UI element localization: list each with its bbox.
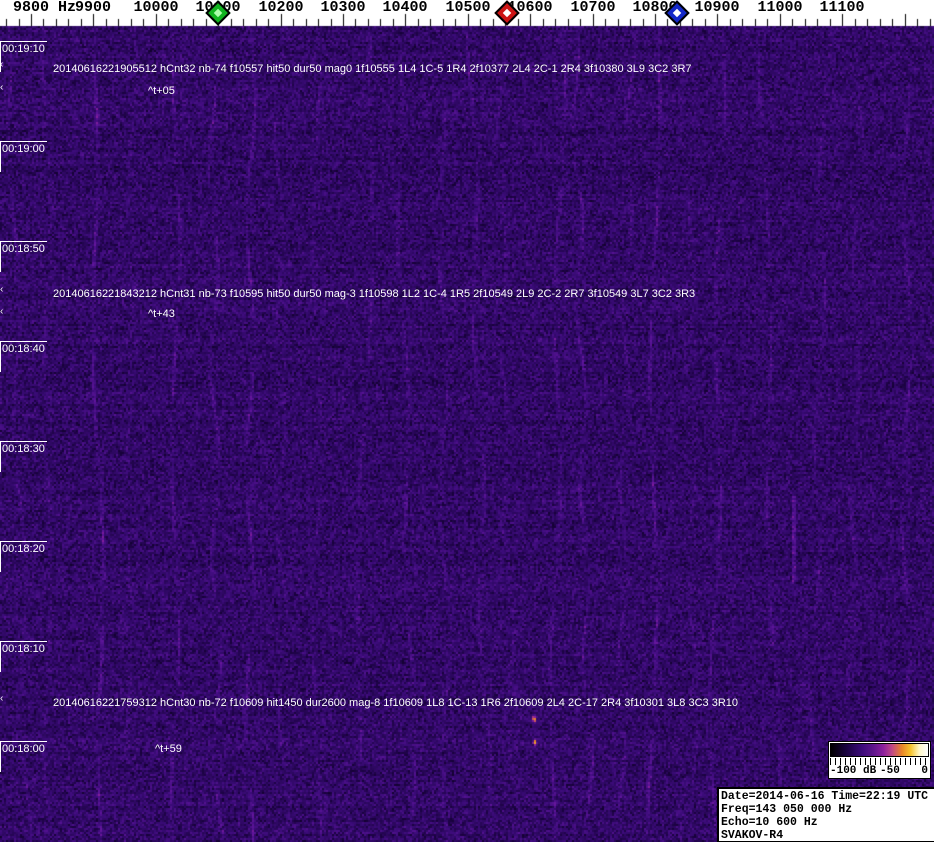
info-line-freq: Freq=143 050 000 Hz [721, 803, 853, 816]
freq-tick-label: 9900 [74, 0, 112, 16]
detection-caret-icon: ‹ [0, 82, 4, 93]
frequency-unit-label: Hz [58, 0, 77, 16]
freq-tick-label: 10000 [133, 0, 179, 16]
detection-caret-icon: ‹ [0, 693, 4, 704]
frequency-ruler: 9800 Hz 9900 10000 10100 10200 10300 104… [0, 0, 934, 26]
legend-ticks [830, 758, 929, 765]
detection-time-offset: ^t+59 [155, 743, 182, 755]
time-label: 00:18:10 [0, 641, 47, 672]
time-label: 00:18:30 [0, 441, 47, 472]
info-line-echo: Echo=10 600 Hz [721, 816, 818, 829]
detection-text: 20140616221843212 hCnt31 nb-73 f10595 hi… [53, 288, 696, 300]
detection-time-offset: ^t+43 [148, 308, 175, 320]
color-scale-legend: -100 dB -50 0 [828, 741, 931, 779]
time-label: 00:18:50 [0, 241, 47, 272]
time-label: 00:18:20 [0, 541, 47, 572]
detection-text: 20140616221905512 hCnt32 nb-74 f10557 hi… [53, 63, 692, 75]
detection-caret-icon: ‹ [0, 284, 4, 295]
time-label: 00:19:00 [0, 141, 47, 172]
freq-tick-label: 10200 [258, 0, 304, 16]
freq-tick-label: 11000 [757, 0, 803, 16]
detection-caret-icon: ‹ [0, 306, 4, 317]
freq-tick-label: 9800 [12, 0, 50, 16]
time-label: 00:18:40 [0, 341, 47, 372]
freq-tick-label: 10700 [570, 0, 616, 16]
legend-gradient-bar [830, 743, 929, 757]
freq-tick-label: 10400 [382, 0, 428, 16]
legend-label-mid: -50 [880, 765, 900, 777]
info-box: Date=2014-06-16 Time=22:19 UTC Freq=143 … [717, 787, 934, 842]
detection-caret-icon: ‹ [0, 59, 4, 70]
legend-label-max: 0 [921, 765, 928, 777]
time-label: 00:19:10 [0, 41, 47, 72]
freq-tick-label: 10900 [694, 0, 740, 16]
time-label: 00:18:00 [0, 741, 47, 772]
detection-time-offset: ^t+05 [148, 85, 175, 97]
freq-tick-label: 10500 [445, 0, 491, 16]
legend-label-min: -100 dB [830, 765, 877, 777]
info-line-station: SVAKOV-R4 [721, 829, 784, 842]
freq-tick-label: 10300 [320, 0, 366, 16]
legend-labels: -100 dB -50 0 [829, 765, 930, 778]
detection-text: 20140616221759312 hCnt30 nb-72 f10609 hi… [53, 697, 738, 709]
info-line-date: Date=2014-06-16 Time=22:19 UTC [721, 790, 929, 803]
freq-tick-label: 11100 [819, 0, 865, 16]
